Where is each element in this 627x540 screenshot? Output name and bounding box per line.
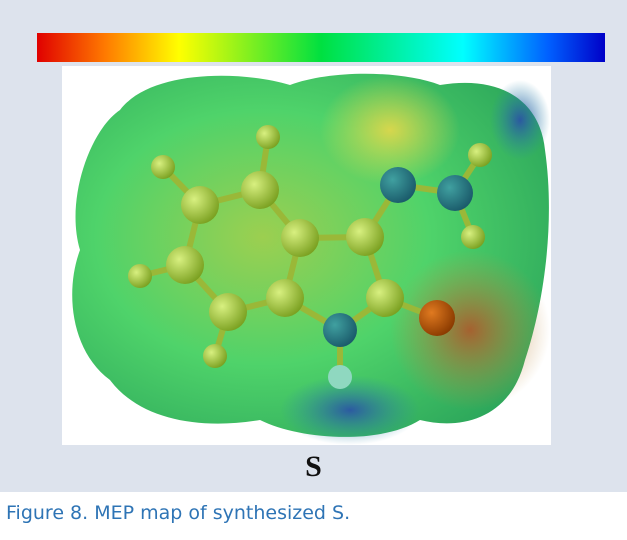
figure-panel	[0, 0, 627, 492]
figure-caption: Figure 8. MEP map of synthesized S.	[6, 502, 350, 524]
mep-figure	[0, 0, 627, 450]
mid-region	[320, 75, 460, 185]
color-scale	[37, 33, 605, 62]
page: S Figure 8. MEP map of synthesized S. ((…	[0, 0, 627, 540]
negative-region	[390, 250, 550, 410]
figure-label: S	[0, 450, 627, 484]
positive-region	[490, 80, 550, 160]
positive-region	[280, 375, 420, 445]
